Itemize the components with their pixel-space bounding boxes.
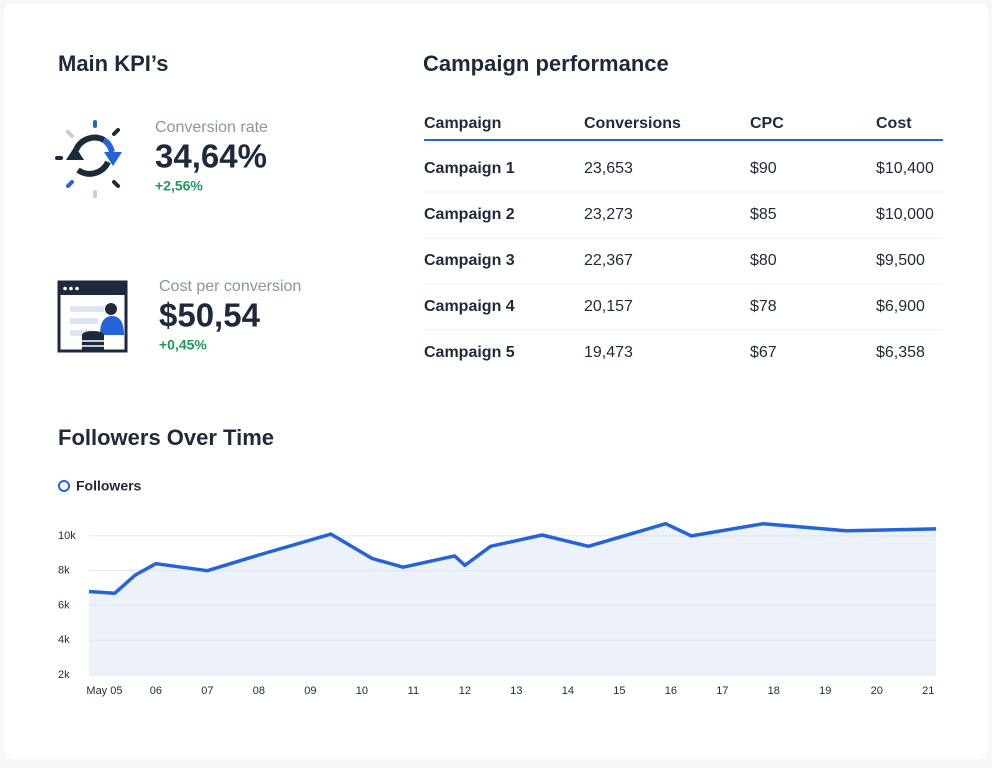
cost-icon: [57, 280, 128, 353]
x-tick-label: 13: [510, 685, 522, 697]
table-cell: 23,653: [584, 160, 633, 177]
x-tick-label: 11: [408, 685, 419, 697]
table-cell: $6,358: [876, 344, 925, 361]
table-header: CPC: [750, 115, 784, 132]
x-tick-label: 09: [304, 685, 316, 697]
x-tick-label: 14: [562, 685, 574, 697]
x-tick-label: May 05: [86, 685, 122, 697]
chart: 2k 4k 6k 8k 10k May 05 06 07 08 09 10 11 12 13 14 15 16 1…: [58, 478, 937, 697]
table-cell: Campaign 1: [424, 160, 515, 177]
x-tick-label: 10: [356, 685, 368, 697]
table-header: Conversions: [584, 115, 681, 132]
table-cell: $80: [750, 252, 777, 269]
x-tick-label: 08: [253, 685, 265, 697]
kpi-title: Main KPI’s: [58, 51, 168, 76]
kpi-label: Cost per conversion: [159, 278, 301, 295]
table-cell: 19,473: [584, 344, 633, 361]
table-cell: $9,500: [876, 252, 925, 269]
legend-marker: [58, 480, 70, 492]
x-tick-label: 17: [716, 685, 728, 697]
table-cell: 22,367: [584, 252, 633, 269]
line: [88, 521, 937, 596]
table-title: Campaign performance: [423, 51, 669, 76]
kpi-change: +0,45%: [159, 337, 207, 353]
x-tick-label: 12: [459, 685, 471, 697]
kpi-label: Conversion rate: [155, 119, 268, 136]
table-cell: 23,273: [584, 206, 633, 223]
x-tick-label: 18: [768, 685, 780, 697]
y-tick-label: 8k: [58, 565, 70, 577]
x-tick-label: 16: [665, 685, 677, 697]
table-cell: $67: [750, 344, 777, 361]
x-tick-label: 19: [819, 685, 831, 697]
table-cell: $78: [750, 298, 777, 315]
table-cell: Campaign 2: [424, 206, 515, 223]
table-cell: Campaign 4: [424, 298, 515, 315]
table-cell: $90: [750, 160, 777, 177]
chart-title: Followers Over Time: [58, 425, 274, 450]
x-tick-label: 15: [613, 685, 625, 697]
y-tick-label: 6k: [58, 599, 70, 611]
table-cell: $85: [750, 206, 777, 223]
table-cell: Campaign 3: [424, 252, 515, 269]
y-tick-label: 10k: [58, 530, 76, 542]
table-header: Campaign: [424, 115, 501, 132]
kpi-value: $50,54: [159, 297, 261, 334]
table-cell: $10,000: [876, 206, 934, 223]
area: [89, 523, 936, 675]
conversion-icon: [55, 120, 122, 198]
y-tick-label: 4k: [58, 634, 70, 646]
x-tick-label: 20: [871, 685, 883, 697]
x-tick-label: 21: [922, 685, 934, 697]
x-tick-label: 06: [150, 685, 162, 697]
table-cell: Campaign 5: [424, 344, 515, 361]
kpi-change: +2,56%: [155, 178, 203, 194]
kpi-value: 34,64%: [155, 138, 267, 175]
table-cell: $6,900: [876, 298, 925, 315]
table-cell: $10,400: [876, 160, 934, 177]
table-cell: 20,157: [584, 298, 633, 315]
x-tick-label: 07: [201, 685, 213, 697]
legend-label: Followers: [76, 478, 142, 494]
table-header: Cost: [876, 115, 912, 132]
y-tick-label: 2k: [58, 669, 70, 681]
